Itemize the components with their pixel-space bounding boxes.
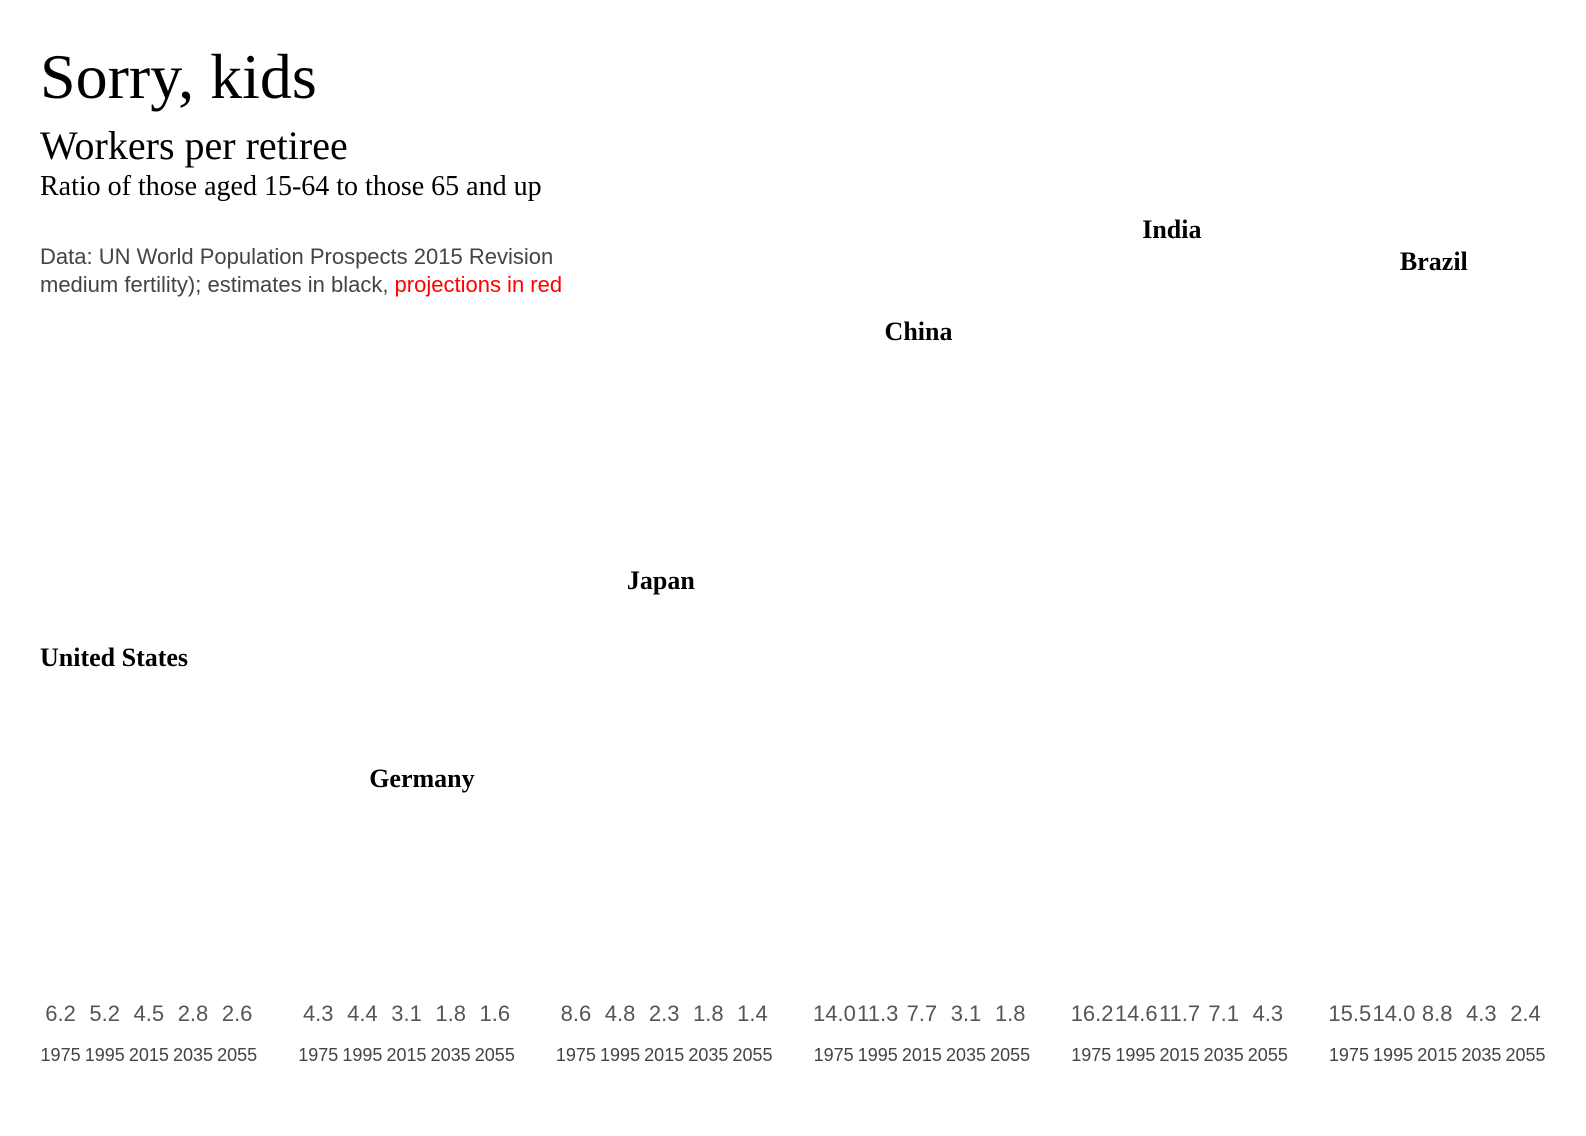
xtick-label: 2015 [386,1045,427,1066]
bar-value-label: 1.4 [732,1001,773,1027]
chart-group: 4.34.43.11.81.6 Germany 197519952015203520… [298,246,516,1066]
chart-area: 6.25.24.52.82.6United States197519952015… [40,246,1546,1066]
chart-group: 16.214.611.77.14.3India 19751995201520352… [1071,246,1289,1066]
bar-value-label: 1.8 [688,1001,729,1027]
bar-value-label: 3.1 [386,1001,427,1027]
country-label: India [1142,215,1201,245]
bar-value-label: 2.6 [217,1001,258,1027]
bar-value-label: 16.2 [1071,1001,1112,1027]
xtick-label: 2035 [1461,1045,1502,1066]
xtick-label: 2035 [430,1045,471,1066]
bar-value-label: 4.3 [298,1001,339,1027]
bar-value-label: 2.8 [172,1001,213,1027]
xtick-label: 1995 [84,1045,125,1066]
xtick-label: 2035 [688,1045,729,1066]
bar-value-label: 4.5 [128,1001,169,1027]
bar-value-label: 1.8 [990,1001,1031,1027]
xtick-label: 1975 [1328,1045,1369,1066]
country-label: China [885,317,953,347]
bar-value-label: 8.6 [555,1001,596,1027]
xtick-row: 19751995201520352055 [1328,1045,1546,1066]
bar-value-label: 15.5 [1328,1001,1369,1027]
bar-value-label: 11.3 [857,1001,898,1027]
country-label: Japan [627,566,695,596]
country-label: Brazil [1400,247,1468,277]
chart-description: Ratio of those aged 15-64 to those 65 an… [40,171,1546,203]
bar-row: 15.514.08.84.32.4 Brazil [1328,246,1546,1031]
xtick-row: 19751995201520352055 [298,1045,516,1066]
chart-title: Sorry, kids [40,40,1546,114]
chart-group: 6.25.24.52.82.6 United States 197519952015… [40,246,258,1066]
xtick-label: 1975 [555,1045,596,1066]
bar-value-label: 4.3 [1461,1001,1502,1027]
xtick-label: 1995 [1115,1045,1156,1066]
xtick-label: 2035 [945,1045,986,1066]
xtick-row: 19751995201520352055 [555,1045,773,1066]
bar-value-label: 14.6 [1115,1001,1156,1027]
bar-value-label: 5.2 [84,1001,125,1027]
xtick-label: 2055 [1505,1045,1546,1066]
xtick-label: 2015 [1159,1045,1200,1066]
bar-value-label: 14.0 [813,1001,854,1027]
xtick-label: 2055 [217,1045,258,1066]
bar-value-label: 2.4 [1505,1001,1546,1027]
chart-group: 14.011.37.73.11.8 China 197519952015203520… [813,246,1031,1066]
xtick-label: 1995 [1373,1045,1414,1066]
xtick-label: 1975 [40,1045,81,1066]
xtick-label: 1995 [599,1045,640,1066]
xtick-label: 2035 [1203,1045,1244,1066]
xtick-label: 2015 [901,1045,942,1066]
chart-groups: 6.25.24.52.82.6United States197519952015… [40,246,1546,1066]
bar-row: 14.011.37.73.11.8 China [813,246,1031,1031]
xtick-label: 2035 [172,1045,213,1066]
xtick-label: 2015 [644,1045,685,1066]
chart-group: 15.514.08.84.32.4 Brazil 19751995201520352… [1328,246,1546,1066]
chart-subtitle: Workers per retiree [40,122,1546,169]
xtick-label: 1975 [298,1045,339,1066]
bar-value-label: 11.7 [1159,1001,1200,1027]
bar-value-label: 8.8 [1417,1001,1458,1027]
xtick-label: 2015 [1417,1045,1458,1066]
xtick-label: 1975 [1071,1045,1112,1066]
xtick-row: 19751995201520352055 [40,1045,258,1066]
bar-value-label: 4.3 [1247,1001,1288,1027]
xtick-label: 2055 [990,1045,1031,1066]
bar-value-label: 14.0 [1373,1001,1414,1027]
bar-row: 4.34.43.11.81.6 Germany [298,246,516,1031]
bar-row: 8.64.82.31.81.4 Japan [555,246,773,1031]
country-label: United States [40,643,188,673]
xtick-label: 1995 [342,1045,383,1066]
bar-value-label: 1.8 [430,1001,471,1027]
bar-value-label: 2.3 [644,1001,685,1027]
xtick-label: 2015 [128,1045,169,1066]
bar-value-label: 1.6 [474,1001,515,1027]
bar-value-label: 4.8 [599,1001,640,1027]
country-label: Germany [369,764,474,794]
bar-row: 6.25.24.52.82.6 United States [40,246,258,1031]
bar-value-label: 6.2 [40,1001,81,1027]
bar-value-label: 3.1 [945,1001,986,1027]
bar-value-label: 7.7 [901,1001,942,1027]
xtick-label: 2055 [1247,1045,1288,1066]
xtick-row: 19751995201520352055 [813,1045,1031,1066]
xtick-label: 2055 [732,1045,773,1066]
chart-group: 8.64.82.31.81.4 Japan 19751995201520352055 [555,246,773,1066]
xtick-label: 1995 [857,1045,898,1066]
xtick-label: 1975 [813,1045,854,1066]
bar-value-label: 7.1 [1203,1001,1244,1027]
xtick-label: 2055 [474,1045,515,1066]
bar-value-label: 4.4 [342,1001,383,1027]
xtick-row: 19751995201520352055 [1071,1045,1289,1066]
bar-row: 16.214.611.77.14.3India [1071,246,1289,1031]
